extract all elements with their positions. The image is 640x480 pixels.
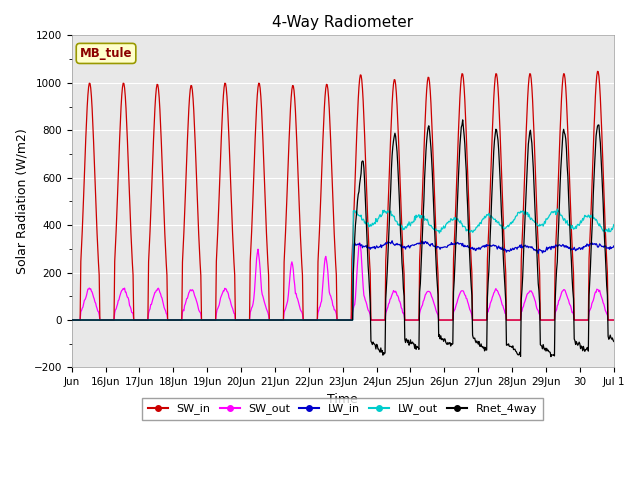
Y-axis label: Solar Radiation (W/m2): Solar Radiation (W/m2) (15, 129, 28, 274)
X-axis label: Time: Time (327, 393, 358, 406)
Text: MB_tule: MB_tule (80, 47, 132, 60)
Legend: SW_in, SW_out, LW_in, LW_out, Rnet_4way: SW_in, SW_out, LW_in, LW_out, Rnet_4way (142, 398, 543, 420)
Title: 4-Way Radiometer: 4-Way Radiometer (272, 15, 413, 30)
